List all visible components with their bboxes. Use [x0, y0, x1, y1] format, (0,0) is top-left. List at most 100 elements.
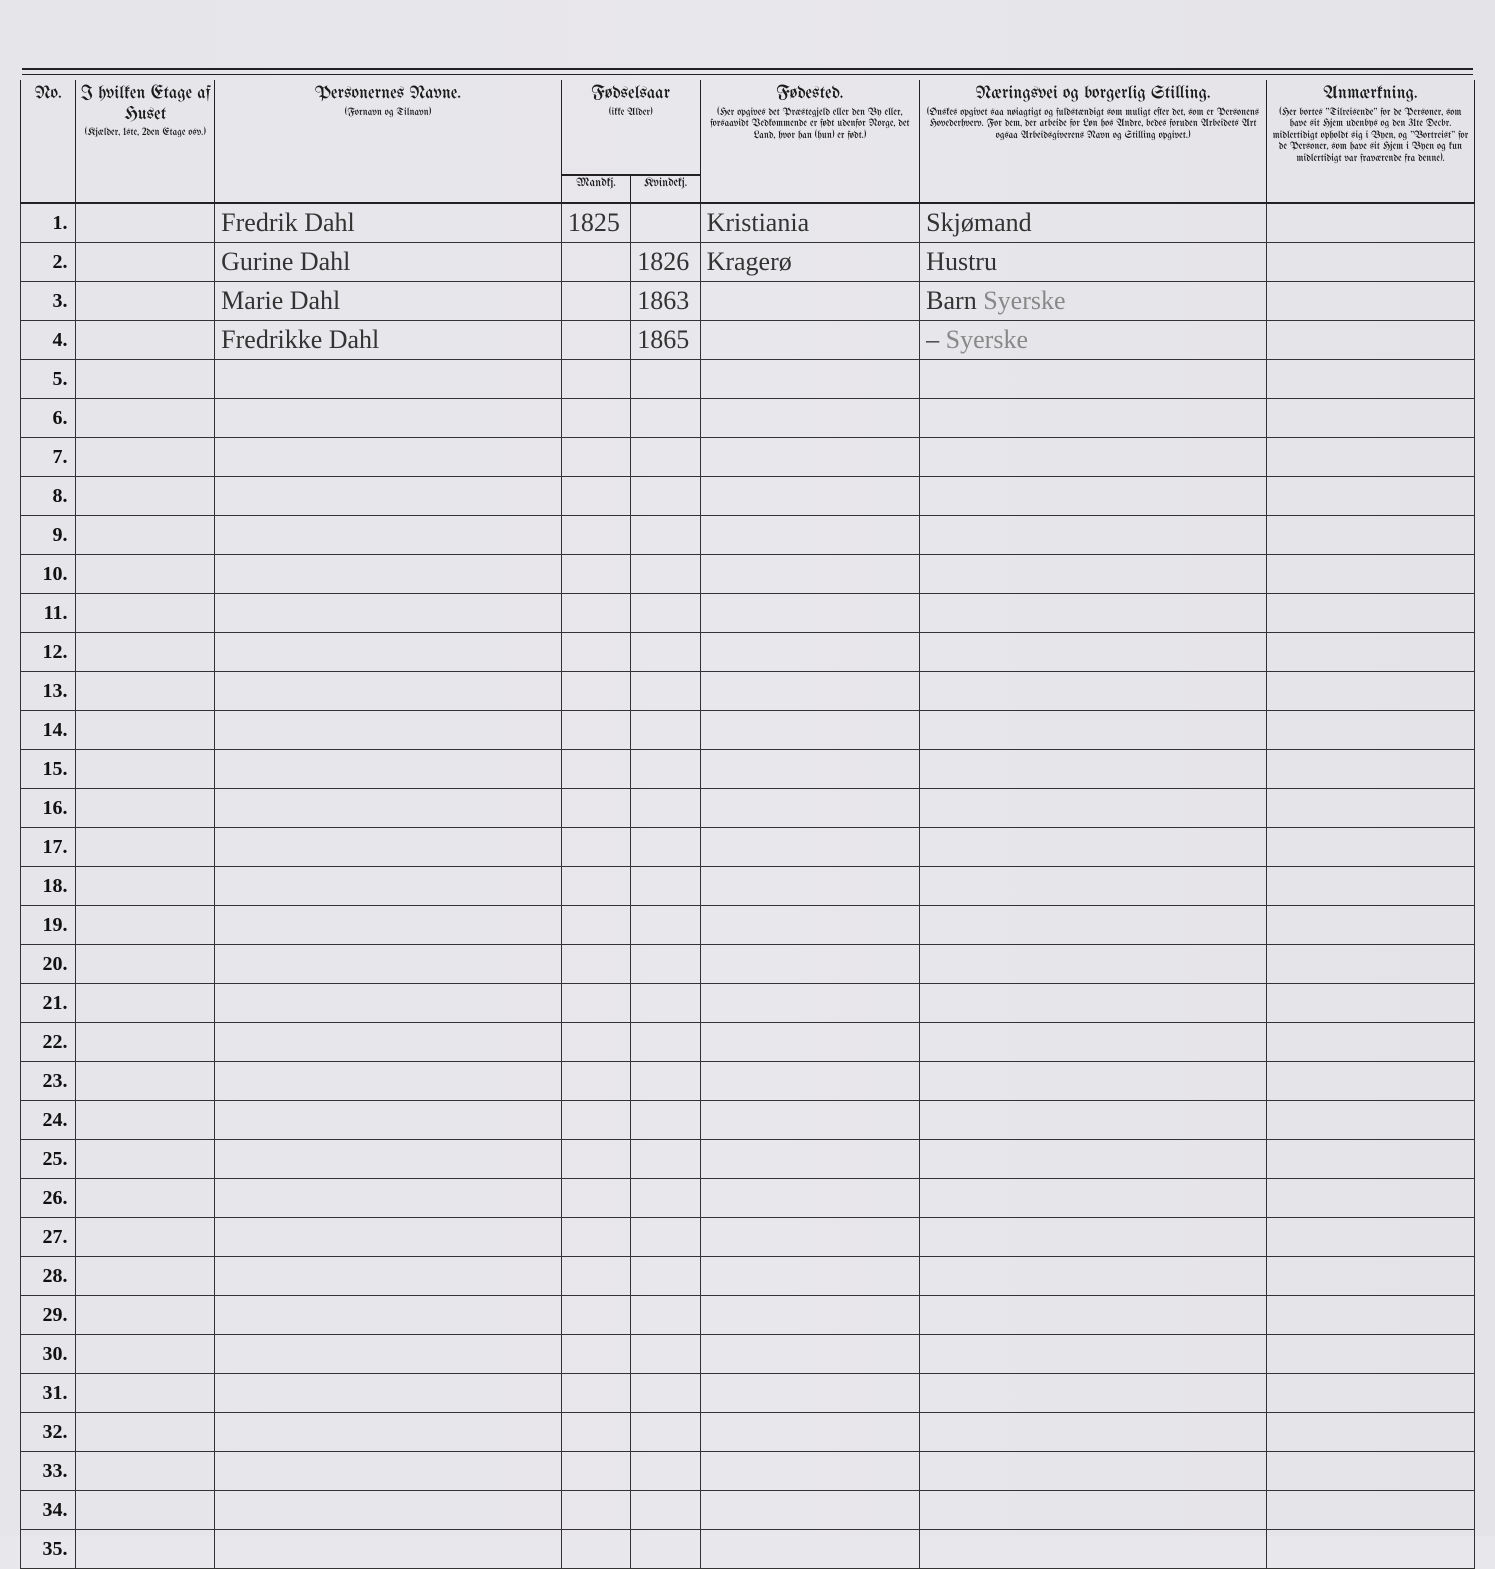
- cell-birthplace: [700, 633, 920, 672]
- cell-occupation: [920, 1413, 1267, 1452]
- cell-floor: [76, 516, 215, 555]
- cell-floor: [76, 1491, 215, 1530]
- cell-female: [631, 1374, 700, 1413]
- cell-occupation: [920, 711, 1267, 750]
- cell-floor: [76, 867, 215, 906]
- cell-name: [215, 399, 562, 438]
- cell-occupation: [920, 1257, 1267, 1296]
- cell-female: [631, 477, 700, 516]
- table-row: 35.: [21, 1530, 1475, 1569]
- cell-male: [561, 438, 630, 477]
- cell-floor: [76, 906, 215, 945]
- cell-floor: [76, 945, 215, 984]
- header-no: No.: [21, 80, 76, 203]
- cell-birthplace: [700, 1218, 920, 1257]
- table-row: 7.: [21, 438, 1475, 477]
- cell-birthplace: [700, 711, 920, 750]
- cell-birthplace: [700, 1140, 920, 1179]
- cell-name: [215, 1296, 562, 1335]
- cell-male: [561, 1218, 630, 1257]
- cell-birthplace: [700, 321, 920, 360]
- table-body: 1.Fredrik Dahl1825KristianiaSkjømand2.Gu…: [21, 203, 1475, 1569]
- cell-occupation: [920, 438, 1267, 477]
- cell-female: [631, 1530, 700, 1569]
- cell-no: 3.: [21, 282, 76, 321]
- cell-no: 24.: [21, 1101, 76, 1140]
- table-row: 16.: [21, 789, 1475, 828]
- cell-no: 6.: [21, 399, 76, 438]
- cell-no: 27.: [21, 1218, 76, 1257]
- cell-female: [631, 867, 700, 906]
- cell-male: [561, 594, 630, 633]
- table-row: 34.: [21, 1491, 1475, 1530]
- cell-female: [631, 516, 700, 555]
- cell-birthplace: [700, 1374, 920, 1413]
- table-row: 30.: [21, 1335, 1475, 1374]
- cell-name: [215, 1491, 562, 1530]
- cell-name: [215, 984, 562, 1023]
- cell-no: 7.: [21, 438, 76, 477]
- cell-floor: [76, 672, 215, 711]
- cell-female: [631, 906, 700, 945]
- cell-name: [215, 1140, 562, 1179]
- cell-note: [1266, 1218, 1474, 1257]
- cell-note: [1266, 1062, 1474, 1101]
- cell-note: [1266, 1530, 1474, 1569]
- cell-occupation: [920, 750, 1267, 789]
- cell-note: [1266, 321, 1474, 360]
- cell-female: [631, 789, 700, 828]
- cell-occupation: [920, 1023, 1267, 1062]
- cell-female: [631, 1491, 700, 1530]
- cell-floor: [76, 1335, 215, 1374]
- cell-male: [561, 399, 630, 438]
- table-row: 28.: [21, 1257, 1475, 1296]
- cell-name: [215, 1062, 562, 1101]
- cell-occupation: [920, 594, 1267, 633]
- table-row: 31.: [21, 1374, 1475, 1413]
- cell-floor: [76, 203, 215, 243]
- cell-note: [1266, 750, 1474, 789]
- cell-occupation: [920, 1218, 1267, 1257]
- cell-note: [1266, 1452, 1474, 1491]
- cell-occupation: [920, 1452, 1267, 1491]
- cell-no: 16.: [21, 789, 76, 828]
- cell-male: [561, 1413, 630, 1452]
- cell-birthplace: [700, 438, 920, 477]
- header-female: Kvindekj.: [631, 175, 700, 203]
- cell-male: [561, 711, 630, 750]
- cell-name: [215, 1023, 562, 1062]
- cell-occupation: [920, 1140, 1267, 1179]
- cell-occupation: Hustru: [920, 243, 1267, 282]
- cell-occupation: [920, 1296, 1267, 1335]
- cell-no: 31.: [21, 1374, 76, 1413]
- cell-male: [561, 516, 630, 555]
- cell-no: 2.: [21, 243, 76, 282]
- cell-female: [631, 633, 700, 672]
- cell-floor: [76, 360, 215, 399]
- cell-male: 1825: [561, 203, 630, 243]
- cell-birthplace: Kristiania: [700, 203, 920, 243]
- cell-female: [631, 984, 700, 1023]
- table-row: 15.: [21, 750, 1475, 789]
- cell-birthplace: [700, 1179, 920, 1218]
- cell-no: 14.: [21, 711, 76, 750]
- cell-female: [631, 1413, 700, 1452]
- cell-no: 22.: [21, 1023, 76, 1062]
- cell-female: [631, 555, 700, 594]
- cell-male: [561, 1296, 630, 1335]
- cell-female: [631, 672, 700, 711]
- cell-name: [215, 945, 562, 984]
- header-birthplace: Fødested. (Her opgives det Præstegjeld e…: [700, 80, 920, 203]
- top-rule: [22, 68, 1473, 75]
- cell-male: [561, 906, 630, 945]
- cell-female: [631, 1179, 700, 1218]
- cell-male: [561, 1335, 630, 1374]
- cell-floor: [76, 1140, 215, 1179]
- cell-name: Fredrik Dahl: [215, 203, 562, 243]
- cell-note: [1266, 1296, 1474, 1335]
- cell-floor: [76, 477, 215, 516]
- cell-name: [215, 1101, 562, 1140]
- table-header: No. I hvilken Etage af Huset (Kjælder, 1…: [21, 80, 1475, 203]
- cell-male: [561, 1179, 630, 1218]
- cell-female: [631, 1296, 700, 1335]
